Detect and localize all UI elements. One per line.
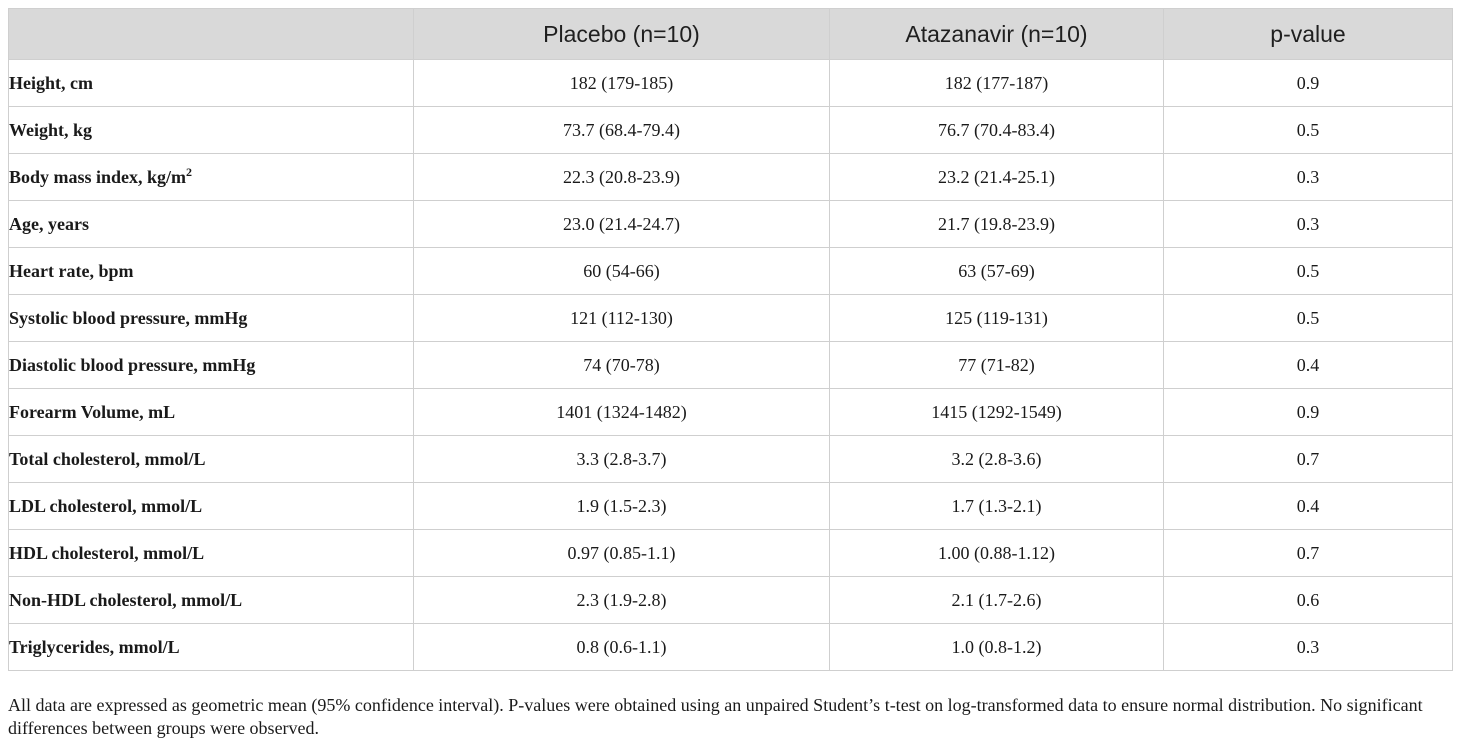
row-label: Diastolic blood pressure, mmHg bbox=[8, 341, 414, 389]
characteristics-table: Placebo (n=10) Atazanavir (n=10) p-value… bbox=[8, 8, 1453, 671]
row-label: Total cholesterol, mmol/L bbox=[8, 435, 414, 483]
table-row: Age, years 23.0 (21.4-24.7) 21.7 (19.8-23.… bbox=[8, 200, 1453, 248]
p-value: 0.5 bbox=[1163, 247, 1453, 295]
table-row: Total cholesterol, mmol/L 3.3 (2.8-3.7) 3.… bbox=[8, 435, 1453, 483]
row-label-text: HDL cholesterol, mmol/L bbox=[9, 542, 205, 563]
p-value: 0.7 bbox=[1163, 435, 1453, 483]
table-header-row: Placebo (n=10) Atazanavir (n=10) p-value bbox=[8, 8, 1453, 60]
row-label: HDL cholesterol, mmol/L bbox=[8, 529, 414, 577]
atazanavir-value: 76.7 (70.4-83.4) bbox=[829, 106, 1164, 154]
table-row: Heart rate, bpm 60 (54-66) 63 (57-69) 0.5 bbox=[8, 247, 1453, 295]
row-label: LDL cholesterol, mmol/L bbox=[8, 482, 414, 530]
table-row: Body mass index, kg/m2 22.3 (20.8-23.9) 23… bbox=[8, 153, 1453, 201]
row-label-text: Age, years bbox=[9, 213, 89, 234]
placebo-value: 3.3 (2.8-3.7) bbox=[413, 435, 830, 483]
atazanavir-value: 2.1 (1.7-2.6) bbox=[829, 576, 1164, 624]
table-row: LDL cholesterol, mmol/L 1.9 (1.5-2.3) 1.7 … bbox=[8, 482, 1453, 530]
placebo-value: 2.3 (1.9-2.8) bbox=[413, 576, 830, 624]
table-row: HDL cholesterol, mmol/L 0.97 (0.85-1.1) 1.… bbox=[8, 529, 1453, 577]
table-row: Triglycerides, mmol/L 0.8 (0.6-1.1) 1.0 (0… bbox=[8, 623, 1453, 671]
row-label-superscript: 2 bbox=[186, 164, 193, 179]
placebo-value: 74 (70-78) bbox=[413, 341, 830, 389]
table-row: Forearm Volume, mL 1401 (1324-1482) 1415 (… bbox=[8, 388, 1453, 436]
p-value: 0.3 bbox=[1163, 200, 1453, 248]
row-label-text: Non-HDL cholesterol, mmol/L bbox=[9, 589, 243, 610]
atazanavir-value: 77 (71-82) bbox=[829, 341, 1164, 389]
atazanavir-value: 21.7 (19.8-23.9) bbox=[829, 200, 1164, 248]
p-value: 0.4 bbox=[1163, 341, 1453, 389]
row-label-text: Heart rate, bpm bbox=[9, 260, 134, 281]
row-label-text: Weight, kg bbox=[9, 119, 93, 140]
placebo-value: 23.0 (21.4-24.7) bbox=[413, 200, 830, 248]
atazanavir-value: 125 (119-131) bbox=[829, 294, 1164, 342]
placebo-value: 1.9 (1.5-2.3) bbox=[413, 482, 830, 530]
header-empty bbox=[8, 8, 414, 60]
header-p-value: p-value bbox=[1163, 8, 1453, 60]
row-label: Non-HDL cholesterol, mmol/L bbox=[8, 576, 414, 624]
table-row: Systolic blood pressure, mmHg 121 (112-13… bbox=[8, 294, 1453, 342]
p-value: 0.4 bbox=[1163, 482, 1453, 530]
row-label: Age, years bbox=[8, 200, 414, 248]
placebo-value: 182 (179-185) bbox=[413, 59, 830, 107]
row-label: Forearm Volume, mL bbox=[8, 388, 414, 436]
header-atazanavir: Atazanavir (n=10) bbox=[829, 8, 1164, 60]
row-label: Height, cm bbox=[8, 59, 414, 107]
p-value: 0.7 bbox=[1163, 529, 1453, 577]
table-row: Non-HDL cholesterol, mmol/L 2.3 (1.9-2.8)… bbox=[8, 576, 1453, 624]
atazanavir-value: 1.00 (0.88-1.12) bbox=[829, 529, 1164, 577]
row-label-text: Body mass index, kg/m bbox=[9, 166, 187, 187]
p-value: 0.5 bbox=[1163, 294, 1453, 342]
placebo-value: 1401 (1324-1482) bbox=[413, 388, 830, 436]
row-label-text: Triglycerides, mmol/L bbox=[9, 636, 180, 657]
header-placebo: Placebo (n=10) bbox=[413, 8, 830, 60]
placebo-value: 73.7 (68.4-79.4) bbox=[413, 106, 830, 154]
row-label: Triglycerides, mmol/L bbox=[8, 623, 414, 671]
placebo-value: 0.8 (0.6-1.1) bbox=[413, 623, 830, 671]
p-value: 0.9 bbox=[1163, 388, 1453, 436]
row-label: Body mass index, kg/m2 bbox=[8, 153, 414, 201]
row-label: Weight, kg bbox=[8, 106, 414, 154]
atazanavir-value: 182 (177-187) bbox=[829, 59, 1164, 107]
row-label-text: Total cholesterol, mmol/L bbox=[9, 448, 206, 469]
placebo-value: 121 (112-130) bbox=[413, 294, 830, 342]
row-label-text: Systolic blood pressure, mmHg bbox=[9, 307, 248, 328]
row-label-text: Diastolic blood pressure, mmHg bbox=[9, 354, 256, 375]
row-label: Systolic blood pressure, mmHg bbox=[8, 294, 414, 342]
row-label-text: Height, cm bbox=[9, 72, 93, 93]
p-value: 0.9 bbox=[1163, 59, 1453, 107]
row-label-text: LDL cholesterol, mmol/L bbox=[9, 495, 203, 516]
table-row: Diastolic blood pressure, mmHg 74 (70-78)… bbox=[8, 341, 1453, 389]
atazanavir-value: 23.2 (21.4-25.1) bbox=[829, 153, 1164, 201]
atazanavir-value: 1.7 (1.3-2.1) bbox=[829, 482, 1164, 530]
placebo-value: 0.97 (0.85-1.1) bbox=[413, 529, 830, 577]
atazanavir-value: 1.0 (0.8-1.2) bbox=[829, 623, 1164, 671]
table-body: Height, cm 182 (179-185) 182 (177-187) 0.9 W… bbox=[8, 59, 1453, 671]
table-row: Height, cm 182 (179-185) 182 (177-187) 0.9 bbox=[8, 59, 1453, 107]
row-label-text: Forearm Volume, mL bbox=[9, 401, 176, 422]
table-footnote: All data are expressed as geometric mean… bbox=[8, 695, 1423, 738]
placebo-value: 60 (54-66) bbox=[413, 247, 830, 295]
atazanavir-value: 63 (57-69) bbox=[829, 247, 1164, 295]
atazanavir-value: 1415 (1292-1549) bbox=[829, 388, 1164, 436]
p-value: 0.3 bbox=[1163, 153, 1453, 201]
p-value: 0.3 bbox=[1163, 623, 1453, 671]
p-value: 0.5 bbox=[1163, 106, 1453, 154]
placebo-value: 22.3 (20.8-23.9) bbox=[413, 153, 830, 201]
row-label: Heart rate, bpm bbox=[8, 247, 414, 295]
table-row: Weight, kg 73.7 (68.4-79.4) 76.7 (70.4-83.… bbox=[8, 106, 1453, 154]
atazanavir-value: 3.2 (2.8-3.6) bbox=[829, 435, 1164, 483]
p-value: 0.6 bbox=[1163, 576, 1453, 624]
